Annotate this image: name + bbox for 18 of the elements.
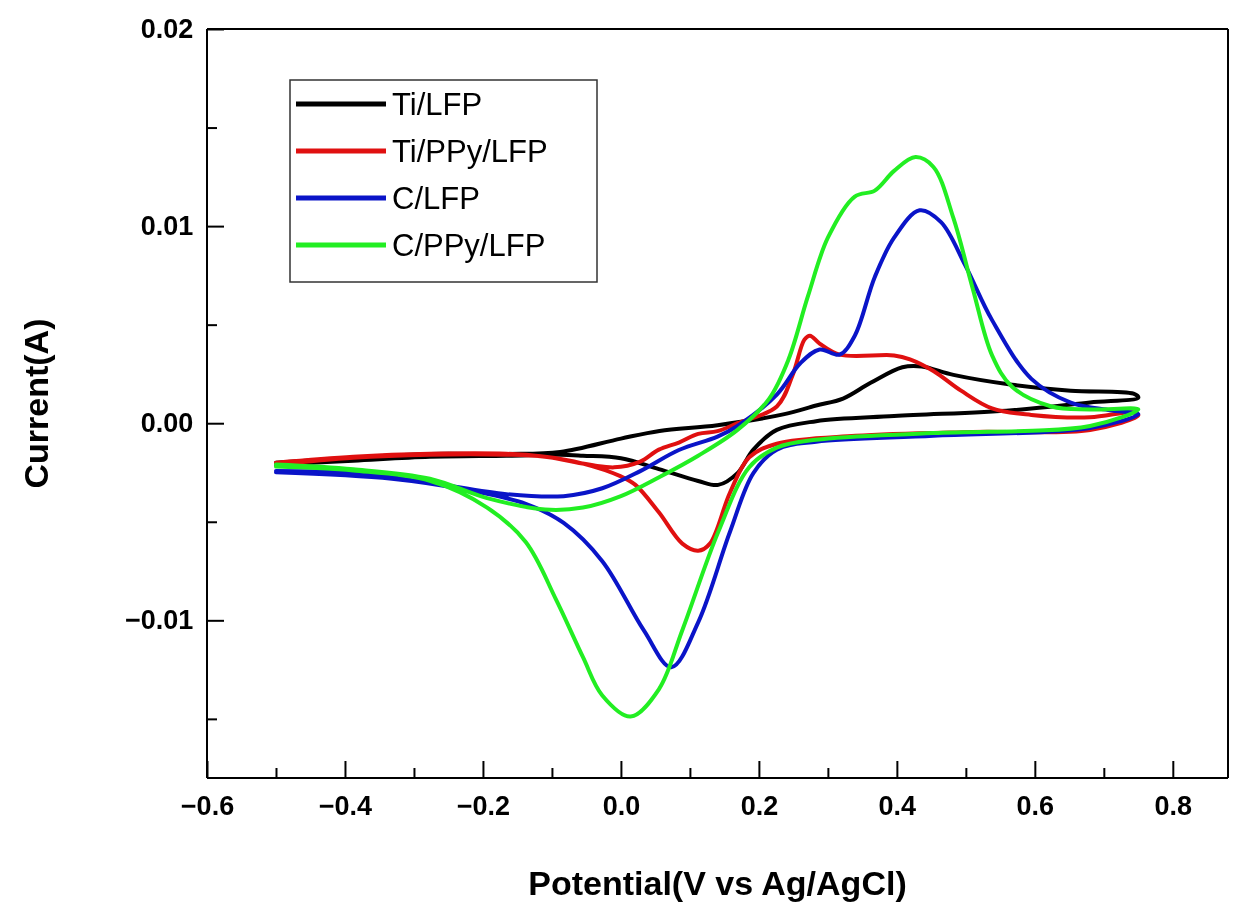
- legend-label: C/PPy/LFP: [392, 228, 546, 263]
- x-tick-label: −0.6: [180, 790, 235, 821]
- legend-label: C/LFP: [392, 181, 480, 216]
- x-tick-label: 0.0: [602, 790, 641, 821]
- y-tick-label: 0.01: [140, 211, 194, 242]
- x-tick-label: −0.4: [318, 790, 373, 821]
- y-tick-label: −0.01: [124, 605, 194, 636]
- x-tick-label: 0.6: [1016, 790, 1055, 821]
- y-tick-label: 0.02: [140, 14, 194, 45]
- legend-label: Ti/PPy/LFP: [392, 134, 548, 169]
- x-tick-label: 0.8: [1154, 790, 1193, 821]
- x-tick-label: 0.4: [878, 790, 917, 821]
- y-axis-title: Current(A): [17, 318, 55, 489]
- x-tick-label: 0.2: [740, 790, 779, 821]
- x-axis-title: Potential(V vs Ag/AgCl): [528, 864, 907, 902]
- legend-label: Ti/LFP: [392, 87, 483, 122]
- y-tick-label: 0.00: [140, 408, 194, 439]
- x-tick-label: −0.2: [456, 790, 511, 821]
